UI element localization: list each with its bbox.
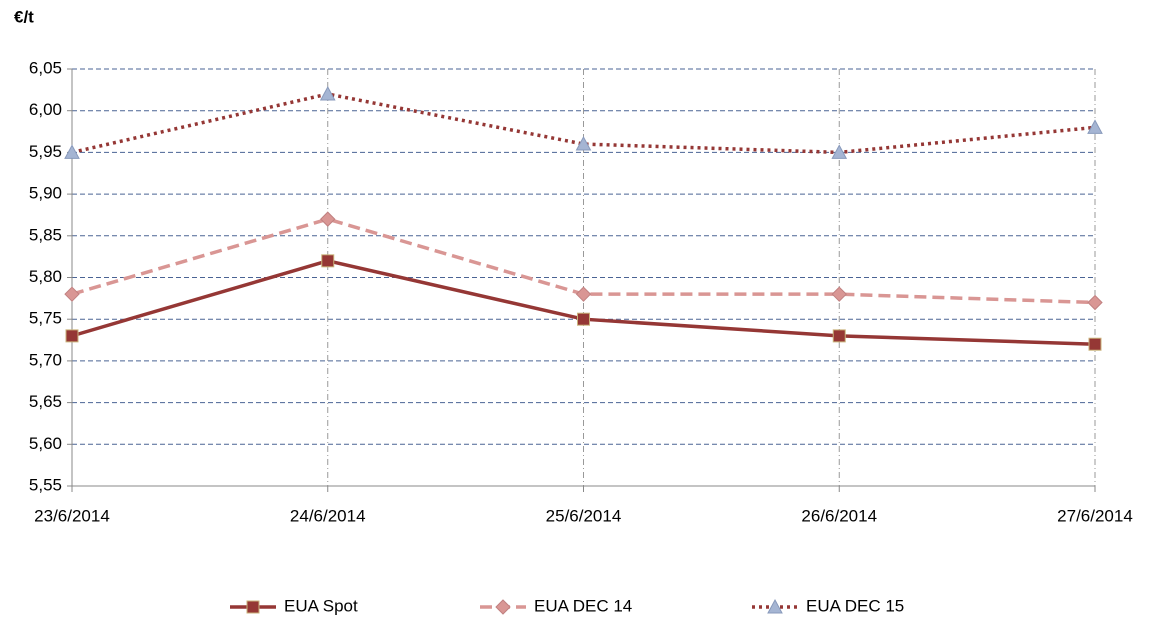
- marker: [577, 312, 590, 326]
- marker: [1087, 294, 1103, 311]
- y-tick-label: 5,85: [29, 225, 62, 244]
- y-tick-label: 5,80: [29, 267, 62, 286]
- marker: [1088, 337, 1102, 351]
- y-tick-label: 6,00: [29, 100, 62, 119]
- y-tick-label: 5,55: [29, 475, 62, 494]
- marker: [831, 144, 848, 159]
- y-tick-label: 5,75: [29, 309, 62, 328]
- marker: [767, 598, 783, 614]
- marker: [319, 85, 336, 101]
- marker: [64, 144, 80, 159]
- marker: [495, 599, 511, 615]
- x-tick-label: 27/6/2014: [1057, 506, 1133, 525]
- y-tick-label: 5,90: [29, 184, 62, 203]
- marker: [320, 211, 336, 227]
- marker: [65, 329, 79, 343]
- legend-label: EUA Spot: [284, 596, 358, 615]
- y-tick-label: 6,05: [29, 58, 62, 77]
- marker: [246, 600, 260, 614]
- x-tick-label: 24/6/2014: [290, 506, 366, 525]
- y-tick-label: 5,70: [29, 350, 62, 369]
- x-tick-label: 25/6/2014: [546, 506, 622, 525]
- marker: [1087, 119, 1103, 134]
- marker: [321, 254, 335, 268]
- legend-label: EUA DEC 15: [806, 596, 904, 615]
- x-tick-label: 23/6/2014: [34, 506, 110, 525]
- x-tick-label: 26/6/2014: [801, 506, 877, 525]
- legend-label: EUA DEC 14: [534, 596, 632, 615]
- marker: [832, 329, 846, 343]
- marker: [575, 136, 592, 151]
- y-axis-label: €/t: [14, 7, 34, 26]
- y-tick-label: 5,60: [29, 434, 62, 453]
- y-tick-label: 5,95: [29, 142, 62, 161]
- marker: [831, 286, 847, 302]
- marker: [575, 286, 592, 302]
- marker: [64, 286, 80, 302]
- y-tick-label: 5,65: [29, 392, 62, 411]
